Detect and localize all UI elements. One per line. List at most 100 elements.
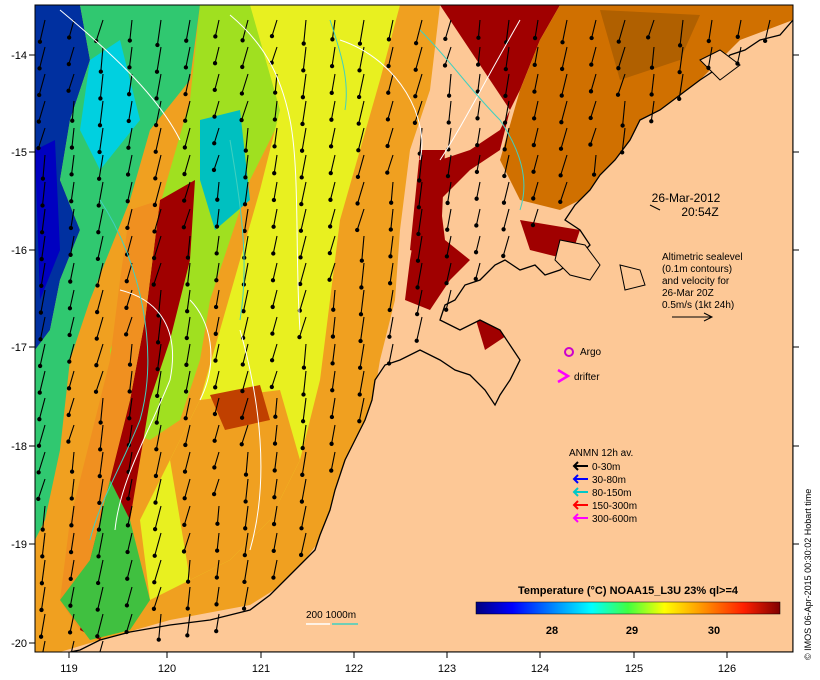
velocity-arrow-head — [615, 92, 621, 97]
velocity-arrow-head — [214, 575, 219, 580]
velocity-arrow — [387, 127, 394, 147]
velocity-arrow-head — [329, 441, 334, 446]
velocity-arrow — [272, 262, 278, 281]
velocity-arrow — [126, 208, 133, 229]
velocity-arrow-head — [531, 169, 536, 174]
velocity-arrow-head — [473, 276, 478, 282]
velocity-arrow — [184, 424, 191, 446]
velocity-arrow — [330, 127, 336, 147]
velocity-arrow — [390, 181, 394, 203]
velocity-arrow — [298, 316, 307, 338]
velocity-arrow — [155, 100, 162, 126]
velocity-arrow — [213, 154, 220, 171]
velocity-arrow-head — [445, 173, 451, 179]
velocity-arrow-head — [270, 304, 275, 310]
velocity-arrow — [39, 343, 46, 367]
velocity-arrow-head — [300, 445, 305, 451]
velocity-arrow-head — [98, 96, 103, 101]
velocity-arrow-head — [242, 579, 247, 585]
velocity-arrow — [183, 208, 191, 228]
velocity-arrow — [98, 478, 104, 503]
velocity-arrow-head — [473, 250, 479, 255]
velocity-arrow — [332, 289, 336, 310]
velocity-arrow-head — [328, 170, 333, 176]
velocity-arrow-head — [330, 37, 335, 42]
velocity-arrow-head — [185, 309, 190, 314]
velocity-arrow-head — [213, 304, 219, 310]
velocity-arrow — [388, 19, 394, 40]
velocity-arrow-head — [37, 417, 42, 422]
velocity-arrow — [244, 505, 249, 529]
velocity-arrow-head — [359, 258, 364, 263]
velocity-arrow-head — [124, 279, 129, 284]
velocity-arrow — [387, 73, 394, 93]
velocity-arrow — [41, 208, 46, 233]
lat-tick--17: -17 — [11, 342, 27, 354]
velocity-arrow — [299, 289, 307, 311]
velocity-arrow — [242, 316, 249, 338]
velocity-arrow — [157, 316, 162, 343]
velocity-arrow — [617, 73, 626, 95]
velocity-arrow — [71, 478, 75, 499]
velocity-arrow-head — [40, 554, 45, 559]
velocity-arrow-head — [212, 87, 217, 93]
velocity-arrow-head — [185, 579, 191, 584]
velocity-arrow-head — [444, 280, 449, 286]
velocity-arrow — [302, 397, 307, 422]
velocity-arrow — [184, 127, 191, 148]
velocity-arrow-head — [39, 581, 45, 586]
lat-tick--15: -15 — [11, 147, 27, 159]
velocity-arrow — [127, 505, 133, 526]
legend-title: ANMN 12h av. — [569, 448, 633, 459]
drifter-marker-icon — [557, 368, 571, 384]
velocity-arrow-head — [126, 145, 131, 150]
velocity-arrow-head — [502, 173, 507, 179]
velocity-arrow — [127, 478, 133, 499]
velocity-arrow-head — [299, 201, 304, 207]
svg-text:80-150m: 80-150m — [592, 488, 631, 499]
velocity-arrow — [126, 559, 133, 579]
velocity-arrow-head — [356, 121, 361, 126]
velocity-arrow — [129, 370, 133, 392]
velocity-arrow — [214, 73, 220, 91]
velocity-arrow — [128, 73, 133, 95]
velocity-arrow-head — [95, 283, 100, 288]
velocity-arrow — [241, 73, 249, 94]
velocity-arrow — [214, 424, 220, 441]
velocity-arrow-head — [272, 117, 278, 122]
velocity-arrow-head — [616, 39, 621, 44]
velocity-arrow-head — [153, 500, 158, 505]
graticule-ticks — [29, 54, 799, 658]
velocity-arrow-head — [153, 149, 158, 154]
velocity-arrow — [418, 154, 423, 181]
velocity-arrow-head — [95, 607, 100, 612]
velocity-arrow-head — [37, 39, 43, 44]
velocity-arrow-head — [271, 224, 276, 229]
velocity-arrow-head — [558, 199, 563, 205]
velocity-arrow-head — [240, 64, 245, 70]
velocity-arrow — [360, 289, 365, 315]
velocity-arrow-head — [125, 576, 130, 581]
velocity-arrow — [272, 235, 278, 254]
velocity-arrow — [71, 127, 75, 148]
velocity-arrow-head — [503, 93, 508, 99]
velocity-arrow — [126, 235, 133, 255]
velocity-arrow-head — [649, 119, 654, 124]
velocity-arrow-head — [97, 500, 102, 506]
altimetry-line-1: Altimetric sealevel — [662, 252, 743, 263]
velocity-arrow-head — [355, 227, 360, 233]
velocity-arrow-head — [415, 285, 420, 290]
velocity-arrow — [416, 289, 423, 315]
velocity-arrow — [98, 154, 104, 179]
svg-text:300-600m: 300-600m — [592, 514, 637, 525]
velocity-arrow — [243, 262, 249, 285]
velocity-arrow — [301, 100, 307, 125]
velocity-arrow — [504, 100, 510, 123]
velocity-arrow-head — [212, 141, 217, 146]
velocity-arrow — [187, 586, 191, 609]
velocity-arrow-head — [558, 146, 564, 151]
velocity-arrow — [503, 154, 510, 177]
velocity-arrow — [214, 397, 220, 415]
velocity-arrow-head — [445, 227, 450, 232]
velocity-arrow — [37, 478, 46, 500]
